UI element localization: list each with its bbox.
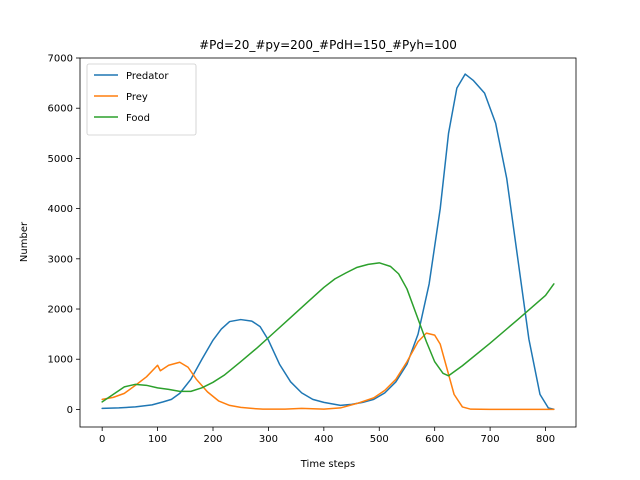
y-tick-label: 1000 xyxy=(48,355,73,366)
series-line-food xyxy=(101,262,555,403)
plot-frame xyxy=(79,57,577,428)
x-tick-label: 300 xyxy=(259,434,278,445)
x-tick-label: 100 xyxy=(148,434,167,445)
legend: Predator Prey Food xyxy=(86,63,197,136)
x-tick-label: 800 xyxy=(536,434,555,445)
chart-title: #Pd=20_#py=200_#PdH=150_#Pyh=100 xyxy=(199,38,457,52)
legend-label-predator: Predator xyxy=(126,71,169,82)
series-line-predator xyxy=(101,73,555,410)
x-tick-label: 400 xyxy=(314,434,333,445)
y-tick-label: 2000 xyxy=(48,305,73,316)
y-tick-label: 4000 xyxy=(48,204,73,215)
legend-label-food: Food xyxy=(126,113,150,124)
x-tick-label: 600 xyxy=(425,434,444,445)
series-line-prey xyxy=(101,332,555,411)
x-axis-label: Time steps xyxy=(300,459,356,470)
y-tick-label: 7000 xyxy=(48,54,73,65)
y-tick-label: 0 xyxy=(67,405,73,416)
series-layer xyxy=(101,73,555,411)
y-tick-label: 5000 xyxy=(48,154,73,165)
x-tick-label: 200 xyxy=(203,434,222,445)
x-tick-label: 0 xyxy=(99,434,105,445)
x-axis: 0 100 200 300 400 500 600 700 800 xyxy=(99,427,555,445)
y-tick-label: 6000 xyxy=(48,104,73,115)
y-tick-label: 3000 xyxy=(48,254,73,265)
x-tick-label: 700 xyxy=(481,434,500,445)
x-tick-label: 500 xyxy=(370,434,389,445)
y-axis-label: Number xyxy=(19,221,30,262)
legend-label-prey: Prey xyxy=(126,92,148,103)
y-axis: 0 1000 2000 3000 4000 5000 6000 7000 xyxy=(48,54,80,416)
